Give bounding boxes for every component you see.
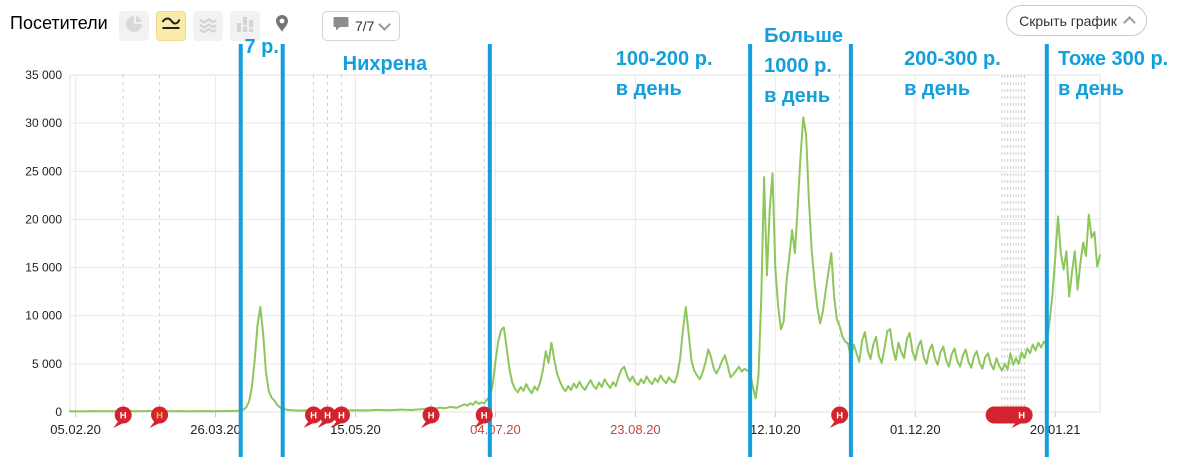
pie-chart-icon xyxy=(123,13,145,40)
y-axis-tick-label: 35 000 xyxy=(25,68,62,82)
x-axis-tick-label: 20.01.21 xyxy=(1030,422,1081,437)
y-axis-tick-label: 15 000 xyxy=(25,261,62,275)
price-annotation-line: Тоже 300 р. xyxy=(1058,48,1169,70)
y-axis-tick-label: 0 xyxy=(55,405,62,419)
note-marker-letter: Н xyxy=(481,411,488,422)
x-axis-tick-label: 12.10.20 xyxy=(750,422,801,437)
note-marker[interactable]: Н xyxy=(113,406,132,429)
price-annotation-line: Больше xyxy=(764,25,844,47)
note-marker-letter: Н xyxy=(428,411,435,422)
note-marker-letter: Н xyxy=(120,411,127,422)
bar-chart-button xyxy=(230,11,260,41)
notes-dropdown[interactable]: 7/7 xyxy=(322,11,401,41)
note-marker[interactable]: Н xyxy=(331,406,350,429)
stacked-area-chart-button xyxy=(193,11,223,41)
price-annotation-line: 7 р. xyxy=(244,36,279,58)
note-marker[interactable]: Н xyxy=(474,406,493,429)
x-axis-tick-label: 23.08.20 xyxy=(610,422,661,437)
bar-chart-icon xyxy=(234,13,256,40)
price-annotation-line: в день xyxy=(764,85,831,107)
y-axis-tick-label: 25 000 xyxy=(25,164,62,178)
map-pin-button[interactable] xyxy=(267,11,297,41)
y-axis-tick-label: 10 000 xyxy=(25,309,62,323)
x-axis-tick-label: 05.02.20 xyxy=(50,422,101,437)
note-marker[interactable]: Н xyxy=(985,406,1033,429)
note-marker-body xyxy=(422,406,440,424)
x-axis-tick-label: 01.12.20 xyxy=(890,422,941,437)
price-annotation-label: 200-300 р. в день xyxy=(904,44,1001,104)
pie-chart-button xyxy=(119,11,149,41)
note-marker[interactable]: Н xyxy=(829,406,849,429)
y-axis-tick-label: 30 000 xyxy=(25,116,62,130)
stacked-area-chart-icon xyxy=(197,13,219,40)
price-annotation-line: 100-200 р. xyxy=(615,48,713,70)
x-axis-tick-label: 26.03.20 xyxy=(190,422,241,437)
price-annotation-line: Нихрена xyxy=(342,53,428,75)
note-marker-body xyxy=(151,406,169,424)
hide-chart-label: Скрыть график xyxy=(1019,12,1117,29)
price-annotation-label: 100-200 р. в день xyxy=(616,44,713,104)
note-marker-body xyxy=(985,406,1033,424)
note-marker-body xyxy=(305,406,323,424)
y-axis-tick-label: 5 000 xyxy=(32,357,62,371)
price-annotation-label: Нихрена xyxy=(343,49,427,79)
note-marker[interactable]: Н xyxy=(317,406,337,429)
price-annotation-label: Тоже 300 р. в день xyxy=(1058,44,1168,104)
y-axis-tick-label: 20 000 xyxy=(25,212,62,226)
price-annotation-label: 7 р. xyxy=(244,32,278,62)
map-pin-icon xyxy=(272,13,292,40)
note-marker-letter: Н xyxy=(836,411,843,422)
note-marker[interactable]: Н xyxy=(149,406,169,429)
chart-type-toolbar: 7/7 xyxy=(119,11,401,41)
visitors-series-line xyxy=(69,116,1101,413)
note-marker[interactable]: Н xyxy=(421,406,440,429)
price-annotation-line: в день xyxy=(1058,78,1125,100)
note-marker-letter: Н xyxy=(324,411,331,422)
note-marker-letter: Н xyxy=(338,411,345,422)
comment-bubble-icon xyxy=(333,16,349,36)
x-axis-tick-label: 04.07.20 xyxy=(470,422,521,437)
plot-border xyxy=(69,74,1101,413)
note-marker-letter: Н xyxy=(156,411,163,422)
note-marker-letter: Н xyxy=(1018,411,1025,422)
note-marker-letter: Н xyxy=(310,411,317,422)
page-title: Посетители xyxy=(10,13,108,33)
hide-chart-button[interactable]: Скрыть график xyxy=(1006,5,1147,36)
price-annotation-line: 200-300 р. xyxy=(904,48,1001,70)
price-annotation-line: 1000 р. xyxy=(764,55,832,77)
price-annotation-label: Больше 1000 р. в день xyxy=(764,21,843,111)
x-axis-tick-label: 15.05.20 xyxy=(330,422,381,437)
note-marker[interactable]: Н xyxy=(303,406,323,429)
note-marker-body xyxy=(114,406,132,424)
note-marker-body xyxy=(332,406,350,424)
notes-counter: 7/7 xyxy=(355,18,375,34)
price-annotation-line: в день xyxy=(904,78,971,100)
line-chart-icon xyxy=(160,13,182,40)
price-annotation-line: в день xyxy=(615,78,682,100)
line-chart-button[interactable] xyxy=(156,11,186,41)
gridlines xyxy=(70,74,1100,413)
note-marker-body xyxy=(319,406,336,424)
note-marker-body xyxy=(475,406,493,424)
note-marker-body xyxy=(831,406,849,424)
